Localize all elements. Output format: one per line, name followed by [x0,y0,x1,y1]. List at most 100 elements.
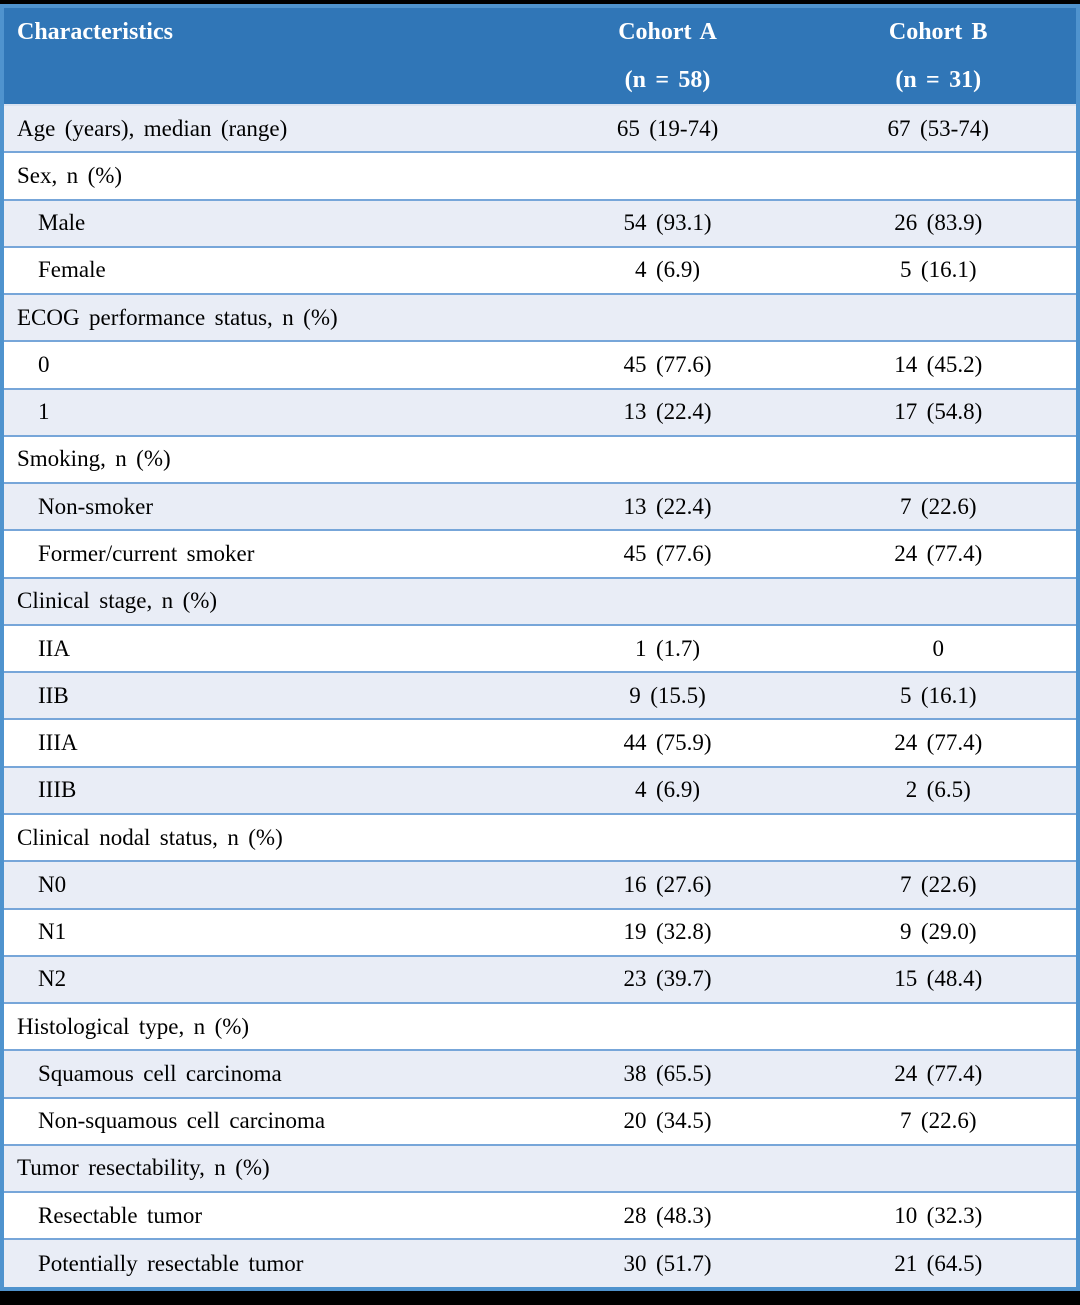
cohort-a-value-cell [534,1002,801,1051]
characteristic-cell: N0 [4,860,535,909]
characteristic-cell: Potentially resectable tumor [4,1238,535,1287]
characteristic-cell: IIA [4,623,535,673]
cohort-a-value-cell [534,151,801,200]
table-row-ecog-status: ECOG performance status, n (%) [4,293,1076,342]
cohort-a-value-cell [534,1143,801,1193]
cohort-b-value-cell: 7 (22.6) [800,860,1076,909]
cohort-a-value-cell: 44 (75.9) [534,718,801,767]
table-row-resectable-tumor: Resectable tumor 28 (48.3) 10 (32.3) [4,1191,1076,1240]
cohort-b-value-cell: 24 (77.4) [800,1049,1076,1098]
table-row-ecog-1: 1 13 (22.4) 17 (54.8) [4,387,1076,436]
patient-characteristics-table: Characteristics Cohort A (n = 58) Cohort… [0,4,1080,1291]
column-header-characteristics: Characteristics [4,8,535,106]
cohort-b-value-cell [800,812,1076,862]
table-row-age: Age (years), median (range) 65 (19-74) 6… [4,105,1076,153]
characteristics-header-label: Characteristics [17,18,173,45]
cohort-a-value-cell: 45 (77.6) [534,340,801,389]
characteristic-cell: Resectable tumor [4,1191,535,1240]
characteristic-cell: Clinical nodal status, n (%) [4,812,535,862]
characteristic-cell: Tumor resectability, n (%) [4,1143,535,1193]
cohort-a-value-cell [534,812,801,862]
cohort-a-value-cell: 16 (27.6) [534,860,801,909]
table-row-stage-iia: IIA 1 (1.7) 0 [4,623,1076,673]
cohort-a-value-cell: 9 (15.5) [534,671,801,720]
table-row-non-smoker: Non-smoker 13 (22.4) 7 (22.6) [4,482,1076,531]
cohort-b-value-cell: 5 (16.1) [800,671,1076,720]
cohort-b-title: Cohort B [888,18,988,45]
table-header: Characteristics Cohort A (n = 58) Cohort… [4,8,1076,106]
table-row-n0: N0 16 (27.6) 7 (22.6) [4,860,1076,909]
characteristic-cell: Age (years), median (range) [17,115,288,141]
cohort-b-value-cell [800,434,1076,484]
table-row-sex: Sex, n (%) [4,151,1076,200]
characteristic-cell: IIIB [4,765,535,814]
cohort-a-value-cell: 23 (39.7) [534,954,801,1004]
table-row-stage-iiia: IIIA 44 (75.9) 24 (77.4) [4,718,1076,767]
characteristic-cell: Histological type, n (%) [4,1002,535,1051]
cohort-a-value-cell: 38 (65.5) [534,1049,801,1098]
header-row: Characteristics Cohort A (n = 58) Cohort… [4,8,1076,106]
cohort-b-count: (n = 31) [895,66,982,93]
table-row-non-squamous: Non-squamous cell carcinoma 20 (34.5) 7 … [4,1096,1076,1145]
characteristic-cell: Non-smoker [4,482,535,531]
cohort-a-value-cell: 30 (51.7) [534,1238,801,1287]
cohort-b-value-cell [800,576,1076,625]
cohort-a-value-cell: 13 (22.4) [534,387,801,436]
characteristic-cell: ECOG performance status, n (%) [4,293,535,342]
column-header-cohort-b: Cohort B (n = 31) [800,8,1076,106]
characteristic-cell: Squamous cell carcinoma [4,1049,535,1098]
characteristic-cell: Female [4,245,535,295]
cohort-b-value-cell: 24 (77.4) [800,529,1076,578]
table-row-clinical-nodal-status: Clinical nodal status, n (%) [4,812,1076,862]
cohort-b-value-cell: 0 [800,623,1076,673]
characteristic-cell: Non-squamous cell carcinoma [4,1096,535,1145]
characteristic-cell: Smoking, n (%) [4,434,535,484]
table-row-n2: N2 23 (39.7) 15 (48.4) [4,954,1076,1004]
cohort-a-count: (n = 58) [624,66,711,93]
cohort-b-value-cell [800,151,1076,200]
column-header-cohort-a: Cohort A (n = 58) [534,8,801,106]
cohort-a-value-cell: 54 (93.1) [534,198,801,247]
cohort-b-value-cell: 67 (53-74) [887,115,989,141]
characteristic-cell: Former/current smoker [4,529,535,578]
cohort-b-value-cell: 9 (29.0) [800,907,1076,956]
cohort-b-value-cell: 2 (6.5) [800,765,1076,814]
characteristic-cell: IIB [4,671,535,720]
cohort-a-value-cell: 19 (32.8) [534,907,801,956]
characteristic-cell: N2 [4,954,535,1004]
table-row-smoking: Smoking, n (%) [4,434,1076,484]
cohort-a-value-cell [534,293,801,342]
cohort-b-value-cell: 5 (16.1) [800,245,1076,295]
table-row-tumor-resectability: Tumor resectability, n (%) [4,1143,1076,1193]
table-row-clinical-stage: Clinical stage, n (%) [4,576,1076,625]
cohort-b-value-cell: 15 (48.4) [800,954,1076,1004]
cohort-b-value-cell: 14 (45.2) [800,340,1076,389]
characteristic-cell: Clinical stage, n (%) [4,576,535,625]
cohort-a-value-cell: 45 (77.6) [534,529,801,578]
table-row-squamous: Squamous cell carcinoma 38 (65.5) 24 (77… [4,1049,1076,1098]
cohort-a-value-cell: 4 (6.9) [534,245,801,295]
cohort-b-value-cell [800,1002,1076,1051]
table-body: Age (years), median (range) 65 (19-74) 6… [4,105,1076,1287]
cohort-a-value-cell [534,576,801,625]
characteristic-cell: N1 [4,907,535,956]
table-row-n1: N1 19 (32.8) 9 (29.0) [4,907,1076,956]
cohort-b-value-cell: 26 (83.9) [800,198,1076,247]
characteristic-cell: IIIA [4,718,535,767]
table-row-male: Male 54 (93.1) 26 (83.9) [4,198,1076,247]
table-row-stage-iib: IIB 9 (15.5) 5 (16.1) [4,671,1076,720]
characteristics-table: Characteristics Cohort A (n = 58) Cohort… [4,8,1076,1287]
cohort-b-value-cell: 10 (32.3) [800,1191,1076,1240]
table-row-stage-iiib: IIIB 4 (6.9) 2 (6.5) [4,765,1076,814]
cohort-a-value-cell: 65 (19-74) [616,115,719,141]
cohort-a-value-cell: 20 (34.5) [534,1096,801,1145]
cohort-a-value-cell: 4 (6.9) [534,765,801,814]
table-row-female: Female 4 (6.9) 5 (16.1) [4,245,1076,295]
table-row-ecog-0: 0 45 (77.6) 14 (45.2) [4,340,1076,389]
cohort-b-value-cell: 7 (22.6) [800,482,1076,531]
cohort-a-value-cell [534,434,801,484]
table-row-potentially-resectable-tumor: Potentially resectable tumor 30 (51.7) 2… [4,1238,1076,1287]
cohort-a-title: Cohort A [618,18,717,45]
characteristic-cell: Sex, n (%) [4,151,535,200]
